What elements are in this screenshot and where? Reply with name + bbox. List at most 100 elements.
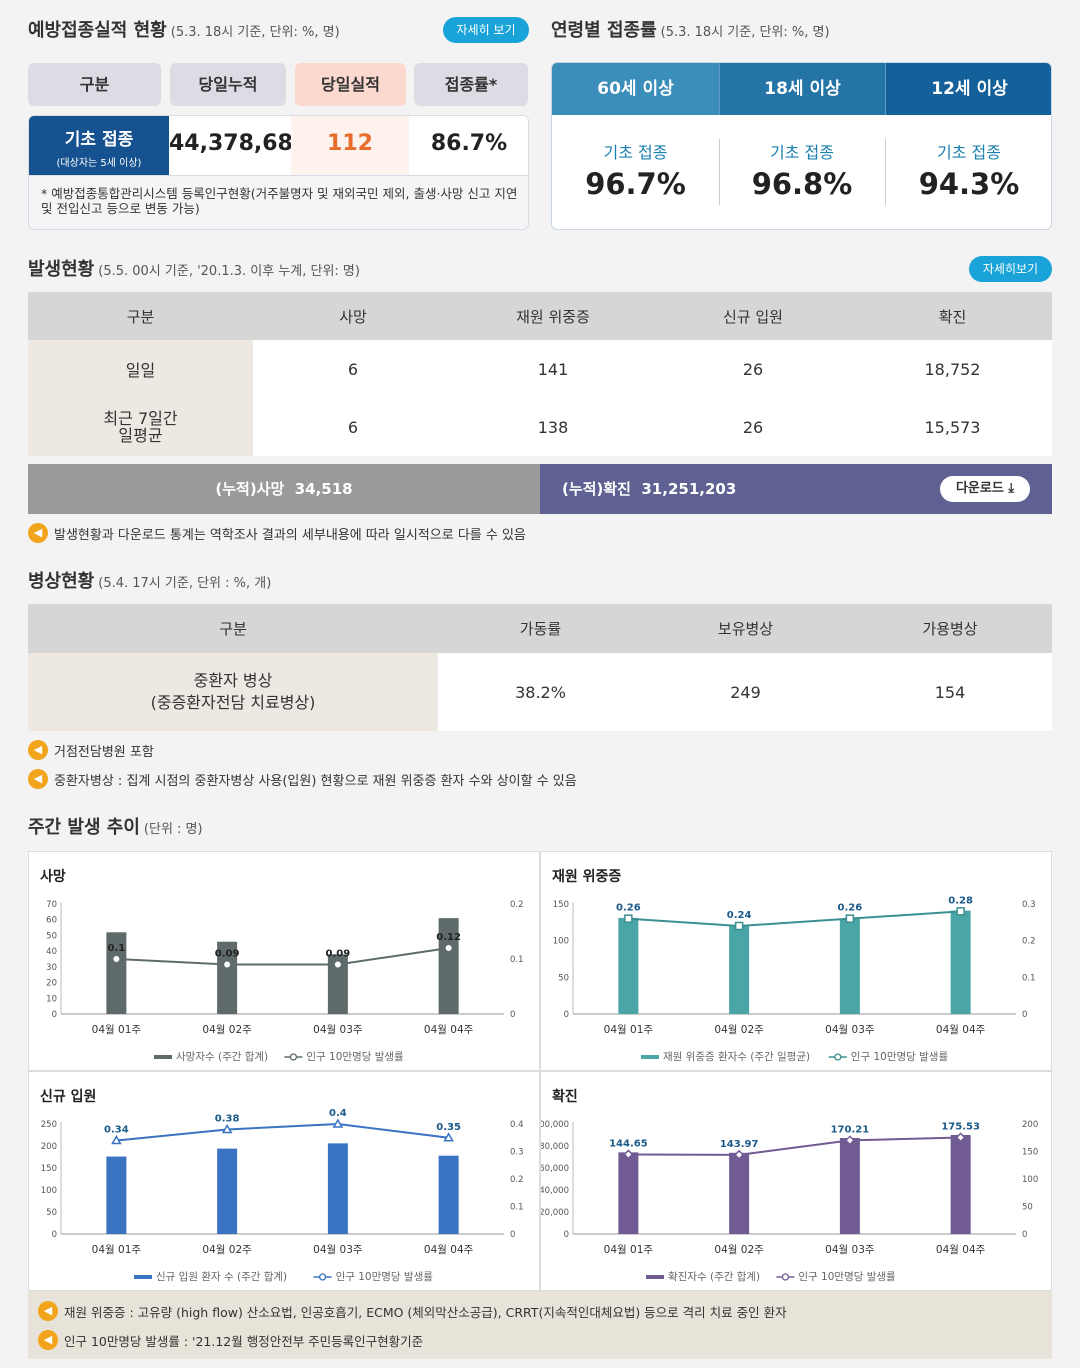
vaccination-rate-value: 86.7%: [430, 131, 508, 156]
data-label: 170.21: [831, 1124, 870, 1135]
x-tick-label: 04월 02주: [714, 1244, 764, 1256]
chart-title: 사망: [40, 869, 66, 885]
vaccination-detail-button[interactable]: 자세히 보기: [443, 17, 529, 43]
table-cell: 26: [653, 340, 853, 398]
legend-bar-swatch: [134, 1275, 152, 1279]
table-cell: 38.2%: [438, 653, 643, 731]
vaccination-header-daily: 당일실적: [295, 63, 406, 106]
y-tick-label: 80,000: [541, 1142, 569, 1152]
occurrence-note: ◀ 발생현황과 다운로드 통계는 역학조사 결과의 세부내용에 따라 일시적으로 …: [28, 523, 526, 543]
y2-tick-label: 0.4: [510, 1120, 524, 1130]
rate-point: [624, 914, 633, 923]
data-label: 0.35: [436, 1122, 461, 1133]
vaccination-footnote: * 예방접종통합관리시스템 등록인구현황(거주불명자 및 재외국민 제외, 출생…: [29, 175, 528, 229]
y2-tick-label: 150: [1022, 1148, 1038, 1158]
chart-death-svg: 0 10 20 30 40 50 60 70 0 0.1 0.2 04월 01주 04월 02주 04월 …: [46, 900, 524, 1063]
y-tick-label: 100,000: [541, 1120, 569, 1130]
data-label: 144.65: [609, 1138, 648, 1149]
y2-tick-label: 50: [1022, 1203, 1033, 1213]
x-tick-label: 04월 04주: [936, 1244, 986, 1256]
y2-tick-label: 0: [1022, 1230, 1027, 1240]
x-tick-label: 04월 01주: [604, 1244, 654, 1256]
bar: [327, 954, 348, 1014]
data-label: 175.53: [941, 1121, 980, 1132]
bar: [327, 1143, 348, 1234]
data-label: 0.09: [326, 949, 351, 960]
rate-point: [955, 1132, 966, 1143]
table-cell: 26: [653, 398, 853, 456]
age-tab-60[interactable]: 60세 이상: [552, 63, 719, 115]
download-icon: ⤓: [1008, 481, 1015, 496]
vaccination-title: 예방접종실적 현황 (5.3. 18시 기준, 단위: %, 명): [28, 20, 340, 41]
y-tick-label: 200: [41, 1142, 57, 1152]
y-tick-label: 0: [52, 1230, 57, 1240]
chart-severe: 재원 위중증 0 50 100 150 0 0.1 0.2 0.3 04월 01주 04월 02주…: [540, 851, 1052, 1071]
bar: [950, 1135, 971, 1234]
chart-severe-svg: 0 50 100 150 0 0.1 0.2 0.3 04월 01주 04월 02주 04월 03주…: [553, 895, 1036, 1063]
rate-point: [111, 1134, 122, 1145]
speaker-icon: ◀: [28, 740, 48, 760]
x-tick-label: 04월 04주: [424, 1244, 474, 1256]
rate-line: [116, 947, 449, 966]
legend-bar-label: 재원 위중증 환자수 (주간 일평균): [663, 1050, 810, 1063]
bar: [106, 932, 127, 1014]
bar: [438, 1155, 459, 1234]
bar: [950, 910, 971, 1014]
bar: [729, 1152, 750, 1234]
data-label: 143.97: [720, 1139, 759, 1150]
rate-point: [734, 921, 744, 931]
y-tick-label: 40: [46, 947, 57, 957]
x-tick-label: 04월 02주: [202, 1024, 252, 1036]
age-tab-18[interactable]: 18세 이상: [719, 63, 885, 115]
data-label: 0.1: [108, 943, 126, 954]
x-tick-label: 04월 02주: [714, 1024, 764, 1036]
occurrence-header-admission: 신규 입원: [653, 292, 853, 340]
x-tick-label: 04월 04주: [424, 1024, 474, 1036]
y2-tick-label: 0.1: [1022, 973, 1036, 983]
legend-line-label: 인구 10만명당 발생률: [336, 1271, 434, 1283]
legend-line-marker: [781, 1273, 790, 1281]
rate-point: [956, 907, 965, 916]
y2-tick-label: 0: [1022, 1010, 1027, 1020]
occurrence-header-category: 구분: [28, 292, 253, 340]
legend-line-marker: [834, 1053, 842, 1061]
row-label: 일일: [28, 340, 253, 398]
x-tick-label: 04월 03주: [313, 1024, 363, 1036]
beds-header-category: 구분: [28, 604, 438, 653]
y-tick-label: 150: [553, 900, 569, 910]
rate-line: [628, 1136, 961, 1156]
rate-point: [332, 1118, 344, 1128]
bar: [106, 1156, 127, 1234]
table-cell: 141: [453, 340, 653, 398]
occurrence-detail-button[interactable]: 자세히보기: [969, 256, 1052, 282]
age-tab-12[interactable]: 12세 이상: [885, 63, 1051, 115]
y2-tick-label: 200: [1022, 1120, 1038, 1130]
beds-table: 구분 가동률 보유병상 가용병상 중환자 병상 (중증환자전담 치료병상) 38.…: [28, 604, 1052, 731]
y-tick-label: 30: [46, 963, 57, 973]
beds-note-2: ◀ 중환자병상 : 집계 시점의 중환자병상 사용(입원) 현황으로 재원 위중증…: [28, 769, 577, 789]
y2-tick-label: 0.1: [510, 955, 524, 965]
download-button[interactable]: 다운로드 ⤓: [940, 476, 1030, 502]
data-label: 0.28: [948, 895, 973, 906]
y-tick-label: 40,000: [541, 1186, 569, 1196]
table-cell: 18,752: [853, 340, 1052, 398]
bar: [618, 917, 639, 1014]
y2-tick-label: 0.3: [1022, 900, 1036, 910]
legend-bar-swatch: [154, 1055, 172, 1059]
y2-tick-label: 0.1: [510, 1203, 524, 1213]
rate-point: [443, 1132, 454, 1142]
y-tick-label: 250: [41, 1120, 57, 1130]
rate-point: [623, 1149, 634, 1160]
y-tick-label: 60,000: [541, 1164, 569, 1174]
chart-death: 사망 0 10 20 30 40 50 60 70 0 0.1 0.2 04월 01주 04월 02주 0…: [28, 851, 540, 1071]
age-18-cell: 기초 접종 96.8%: [751, 143, 853, 201]
y-tick-label: 20,000: [541, 1208, 569, 1218]
bar: [729, 925, 750, 1014]
y2-tick-label: 100: [1022, 1175, 1038, 1185]
legend-line-marker: [318, 1273, 327, 1281]
occurrence-title: 발생현황 (5.5. 00시 기준, '20.1.3. 이후 누계, 단위: 명): [28, 259, 360, 280]
data-label: 0.34: [104, 1125, 129, 1136]
rate-point: [734, 1149, 745, 1160]
y2-tick-label: 0.2: [510, 1175, 524, 1185]
occurrence-header-severe: 재원 위중증: [453, 292, 653, 340]
